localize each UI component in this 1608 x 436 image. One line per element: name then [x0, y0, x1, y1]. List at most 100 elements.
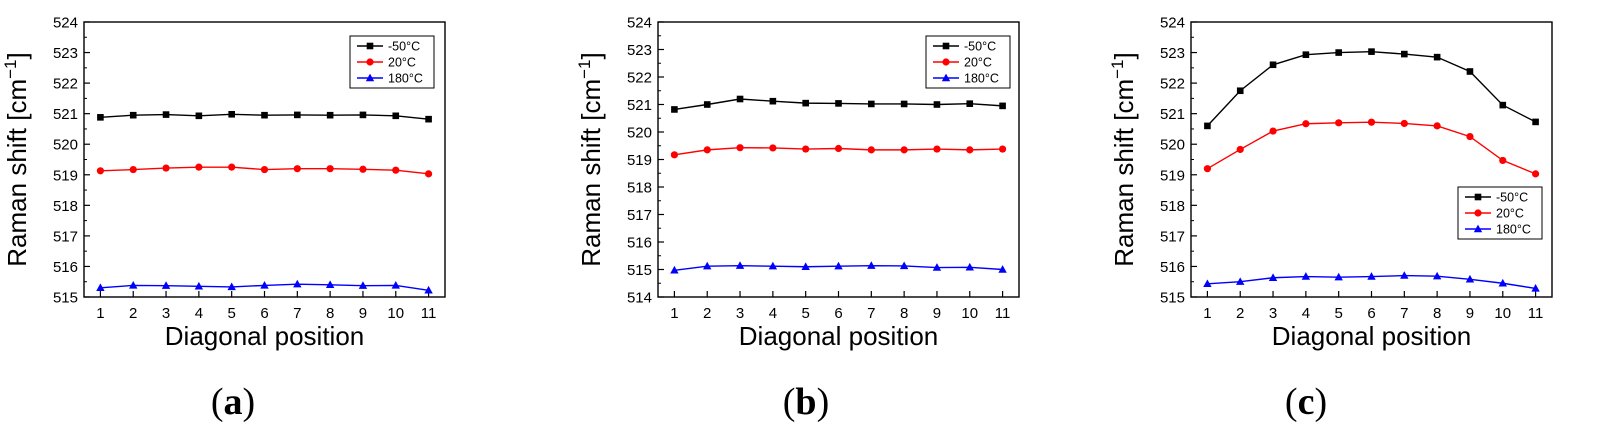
y-tick-label: 514: [627, 290, 652, 307]
y-tick-label: 518: [53, 198, 78, 215]
data-point: [670, 265, 679, 274]
data-point: [965, 262, 974, 271]
data-point: [933, 145, 941, 153]
data-point: [359, 165, 367, 173]
legend-label: 180°C: [1496, 223, 1531, 237]
data-point: [802, 99, 809, 107]
legend-label: 20°C: [388, 56, 416, 70]
chart-panel-b: 514 515 516 517 518 519 520 521 522 523 524 1 2 3 4 5 6 7…: [575, 15, 1020, 351]
x-tick-label: 5: [802, 305, 810, 322]
data-point: [802, 145, 810, 153]
data-point: [768, 261, 778, 270]
data-point: [293, 279, 302, 288]
data-point: [227, 282, 236, 291]
data-point: [1236, 87, 1244, 95]
data-point: [769, 97, 777, 105]
y-tick-label: 522: [627, 70, 652, 87]
data-point: [1335, 119, 1343, 127]
x-tick-label: 5: [1335, 305, 1343, 322]
y-axis-title: Raman shift [cm−1]: [575, 52, 606, 266]
data-point: [736, 144, 744, 152]
data-point: [1499, 156, 1507, 165]
x-tick-label: 7: [1400, 305, 1408, 322]
data-point: [1401, 50, 1408, 58]
legend-marker: [1474, 209, 1482, 217]
data-point: [703, 261, 712, 270]
data-point: [1269, 61, 1277, 69]
caption-b-letter: b: [795, 381, 817, 423]
data-point: [1531, 170, 1540, 178]
y-tick-label: 516: [1160, 259, 1185, 276]
data-point: [97, 114, 104, 121]
legend: -50°C 20°C 180°C: [925, 35, 1011, 89]
data-point: [671, 106, 678, 113]
x-tick-label: 3: [736, 305, 744, 322]
x-tick-label: 1: [1203, 305, 1211, 322]
y-tick-label: 524: [53, 15, 78, 32]
data-point: [129, 111, 137, 119]
data-point: [358, 281, 368, 289]
chart-panel-a: 515 516 517 518 519 520 521 522 523 524 1 2 3 4 5 6 7 8 9 1…: [1, 15, 446, 351]
data-point: [424, 285, 433, 294]
x-tick-label: 5: [228, 305, 236, 322]
data-point: [867, 261, 876, 269]
x-tick-label: 6: [834, 305, 842, 322]
data-point: [868, 100, 875, 108]
legend-marker: [1473, 224, 1483, 233]
data-point: [1269, 127, 1277, 135]
legend-marker: [366, 58, 374, 66]
data-point: [1335, 49, 1342, 56]
data-point: [96, 283, 105, 292]
data-point: [1433, 122, 1441, 130]
x-tick-label: 3: [1269, 305, 1277, 322]
legend: -50°C 20°C 180°C: [1457, 186, 1543, 240]
data-point: [1499, 101, 1507, 109]
legend-marker: [365, 73, 375, 82]
data-point: [261, 111, 268, 119]
y-tick-label: 519: [53, 167, 78, 184]
data-point: [195, 112, 203, 120]
data-point: [999, 102, 1006, 110]
data-point: [1367, 118, 1376, 126]
y-tick-label: 519: [627, 152, 652, 169]
data-point: [1498, 278, 1507, 287]
data-point: [425, 115, 432, 123]
data-point: [966, 146, 974, 154]
data-point: [228, 163, 236, 171]
x-tick-label: 2: [703, 305, 711, 322]
x-tick-label: 4: [769, 305, 777, 322]
data-point: [195, 163, 203, 171]
y-tick-label: 515: [53, 290, 78, 307]
y-axis-title: Raman shift [cm−1]: [1, 52, 32, 266]
y-tick-label: 516: [53, 259, 78, 276]
x-tick-label: 9: [1466, 305, 1474, 322]
data-point: [1236, 277, 1245, 285]
data-point: [1465, 274, 1475, 283]
data-point: [129, 280, 138, 289]
data-point: [161, 281, 171, 289]
x-tick-label: 8: [900, 305, 908, 322]
caption-c-letter: c: [1297, 381, 1315, 423]
data-point: [392, 166, 400, 174]
x-tick-label: 4: [1302, 305, 1310, 322]
data-point: [998, 145, 1007, 153]
x-axis-title: Diagonal position: [165, 321, 364, 351]
series-line: [1207, 121, 1536, 175]
x-tick-label: 11: [421, 305, 437, 322]
caption-a-letter: a: [223, 381, 243, 423]
data-point: [1532, 118, 1539, 126]
series-line: [1206, 50, 1536, 127]
y-tick-label: 518: [627, 180, 652, 197]
legend-marker: [366, 42, 374, 50]
data-point: [1203, 279, 1212, 288]
series-square: [97, 110, 432, 123]
data-point: [1204, 122, 1211, 130]
x-tick-label: 11: [995, 305, 1011, 322]
data-point: [1203, 165, 1212, 173]
data-point: [769, 144, 777, 152]
y-tick-label: 518: [1160, 198, 1185, 215]
data-point: [96, 167, 105, 175]
series-square: [1204, 48, 1539, 130]
chart-panel-c: 515 516 517 518 519 520 521 522 523 524 1 2 3 4 5 6 7 8 9 1…: [1108, 15, 1553, 351]
data-point: [392, 112, 400, 120]
